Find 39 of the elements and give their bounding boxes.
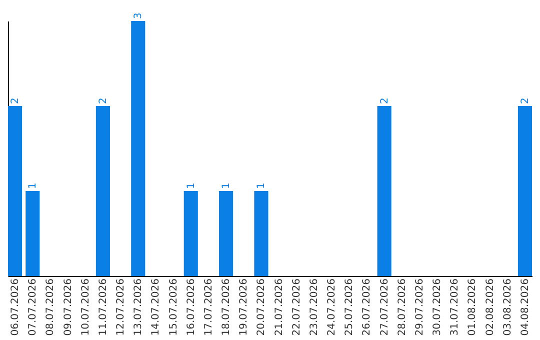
x-tick-label: 31.07.2026	[450, 278, 461, 336]
x-tick-label: 02.08.2026	[484, 278, 496, 336]
x-tick-label: 08.07.2026	[45, 278, 56, 336]
x-tick-label: 28.07.2026	[396, 278, 408, 336]
x-tick-label: 24.07.2026	[326, 278, 338, 336]
data-label: 2	[10, 98, 22, 104]
x-tick-label: 10.07.2026	[80, 278, 92, 336]
data-label: 3	[133, 12, 144, 19]
data-label: 1	[186, 182, 197, 189]
data-label: 2	[520, 98, 531, 104]
x-tick-label: 17.07.2026	[203, 278, 214, 336]
x-tick-label: 14.07.2026	[150, 278, 162, 336]
x-tick-label: 30.07.2026	[432, 278, 444, 336]
x-tick-label: 07.07.2026	[28, 278, 39, 336]
x-tick-label: 11.07.2026	[98, 278, 109, 336]
x-tick-label: 29.07.2026	[414, 278, 426, 336]
x-tick-label: 15.07.2026	[168, 278, 180, 336]
x-tick-label: 03.08.2026	[502, 278, 514, 336]
x-tick-label: 25.07.2026	[344, 278, 356, 336]
x-tick-label: 09.07.2026	[62, 278, 74, 336]
x-tick-label: 21.07.2026	[274, 278, 285, 336]
x-tick-label: 04.08.2026	[520, 278, 531, 336]
x-tick-label: 22.07.2026	[291, 278, 302, 336]
data-label: 1	[28, 182, 39, 189]
x-tick-label: 12.07.2026	[116, 278, 127, 336]
x-tick-label: 23.07.2026	[308, 278, 320, 336]
x-tick-label: 16.07.2026	[186, 278, 197, 336]
x-tick-label: 01.08.2026	[467, 278, 478, 336]
x-tick-label: 27.07.2026	[379, 278, 390, 336]
data-label: 1	[221, 182, 232, 189]
data-label: 2	[379, 98, 390, 104]
x-tick-label: 26.07.2026	[362, 278, 373, 336]
x-tick-label: 06.07.2026	[10, 278, 22, 336]
x-tick-label: 18.07.2026	[221, 278, 232, 336]
x-tick-label: 19.07.2026	[238, 278, 250, 336]
x-tick-label: 20.07.2026	[256, 278, 268, 336]
data-label: 1	[256, 182, 268, 189]
data-label: 2	[98, 98, 109, 104]
x-tick-label: 13.07.2026	[133, 278, 144, 336]
